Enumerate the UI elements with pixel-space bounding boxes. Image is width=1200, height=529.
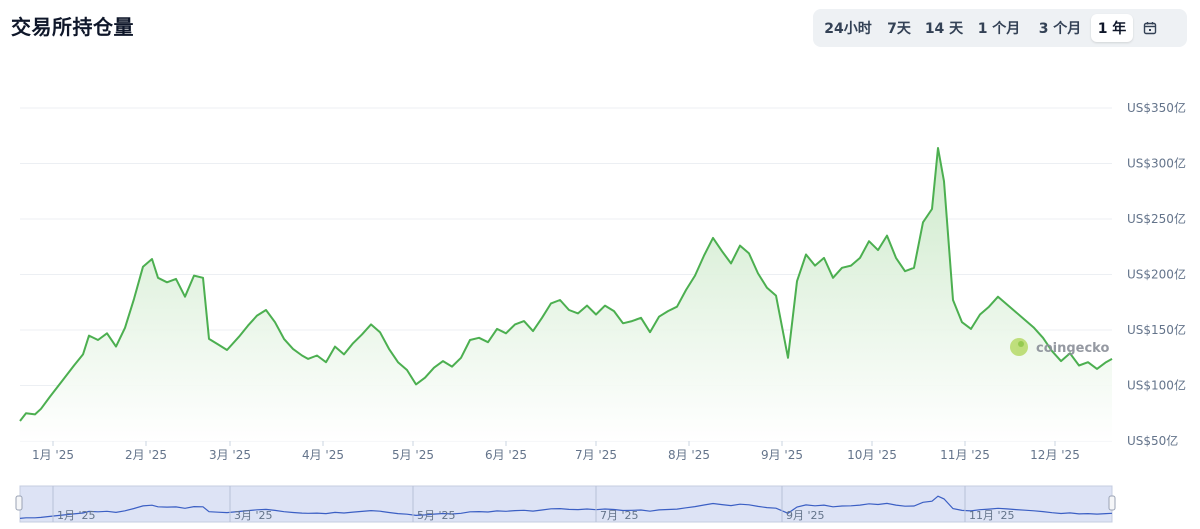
navigator-left-handle[interactable] bbox=[15, 495, 23, 511]
y-tick-label: US$300亿 bbox=[1127, 156, 1186, 171]
x-tick-label: 4月 '25 bbox=[302, 448, 344, 462]
y-tick-label: US$150亿 bbox=[1127, 322, 1186, 337]
x-tick-label: 7月 '25 bbox=[575, 448, 617, 462]
navigator-selection[interactable] bbox=[19, 485, 1113, 523]
y-tick-label: US$100亿 bbox=[1127, 378, 1186, 393]
y-tick-label: US$350亿 bbox=[1127, 100, 1186, 115]
time-range-selector: 24小时 7天 14 天 1 个月 3 个月 1 年 bbox=[813, 9, 1187, 47]
coingecko-gecko-icon bbox=[1010, 338, 1028, 356]
range-24h-button[interactable]: 24小时 bbox=[824, 21, 872, 37]
range-navigator[interactable]: 1月 '25 3月 '25 5月 '25 7月 '25 9月 '25 11月 '25 bbox=[15, 485, 1116, 523]
range-7d-button[interactable]: 7天 bbox=[887, 21, 911, 37]
range-14d-button[interactable]: 14 天 bbox=[924, 21, 964, 37]
navigator-tick-label: 11月 '25 bbox=[969, 509, 1015, 522]
x-tick-label: 3月 '25 bbox=[209, 448, 251, 462]
series-area bbox=[20, 148, 1112, 441]
x-tick-label: 12月 '25 bbox=[1030, 448, 1080, 462]
navigator-tick-label: 5月 '25 bbox=[417, 509, 456, 522]
page-title: 交易所持仓量 bbox=[11, 15, 134, 39]
navigator-tick-label: 7月 '25 bbox=[600, 509, 639, 522]
y-tick-label: US$50亿 bbox=[1127, 433, 1178, 448]
watermark-text: coingecko bbox=[1036, 341, 1109, 356]
range-3m-button[interactable]: 3 个月 bbox=[1038, 21, 1082, 37]
x-tick-label: 6月 '25 bbox=[485, 448, 527, 462]
navigator-tick-label: 9月 '25 bbox=[786, 509, 825, 522]
navigator-tick-label: 1月 '25 bbox=[57, 509, 96, 522]
navigator-series-line bbox=[19, 495, 1113, 519]
range-1m-button[interactable]: 1 个月 bbox=[977, 21, 1021, 37]
x-tick-label: 5月 '25 bbox=[392, 448, 434, 462]
y-tick-label: US$250亿 bbox=[1127, 211, 1186, 226]
coingecko-watermark: coingecko bbox=[1010, 338, 1109, 356]
range-1y-button[interactable]: 1 年 bbox=[1091, 14, 1133, 42]
x-tick-label: 8月 '25 bbox=[668, 448, 710, 462]
x-tick-label: 2月 '25 bbox=[125, 448, 167, 462]
calendar-icon bbox=[1143, 22, 1157, 35]
x-tick-label: 11月 '25 bbox=[940, 448, 990, 462]
series-line bbox=[19, 147, 1113, 422]
x-tick-label: 10月 '25 bbox=[847, 448, 897, 462]
x-tick-label: 1月 '25 bbox=[32, 448, 74, 462]
coingecko-gecko-eye bbox=[1018, 341, 1024, 347]
x-tick-label: 9月 '25 bbox=[761, 448, 803, 462]
navigator-right-handle[interactable] bbox=[1108, 495, 1116, 511]
navigator-tick-label: 3月 '25 bbox=[234, 509, 273, 522]
y-tick-label: US$200亿 bbox=[1127, 267, 1186, 282]
calendar-button[interactable] bbox=[1133, 14, 1167, 42]
